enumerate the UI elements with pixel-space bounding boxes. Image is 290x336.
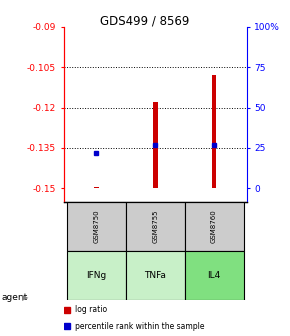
Bar <box>185 251 244 300</box>
Text: GSM8750: GSM8750 <box>93 209 99 243</box>
Text: TNFa: TNFa <box>144 271 166 280</box>
Bar <box>212 75 216 188</box>
Text: agent: agent <box>1 293 28 302</box>
Bar <box>67 202 126 251</box>
Bar <box>67 251 126 300</box>
Text: GDS499 / 8569: GDS499 / 8569 <box>100 14 190 27</box>
Bar <box>185 202 244 251</box>
Bar <box>94 187 99 188</box>
Text: IFNg: IFNg <box>86 271 106 280</box>
Bar <box>153 102 157 188</box>
Bar <box>126 251 185 300</box>
Text: ▶: ▶ <box>22 293 28 302</box>
Text: GSM8760: GSM8760 <box>211 209 217 243</box>
Bar <box>126 202 185 251</box>
Text: percentile rank within the sample: percentile rank within the sample <box>75 322 204 331</box>
Text: log ratio: log ratio <box>75 305 107 314</box>
Text: GSM8755: GSM8755 <box>152 209 158 243</box>
Text: IL4: IL4 <box>207 271 221 280</box>
